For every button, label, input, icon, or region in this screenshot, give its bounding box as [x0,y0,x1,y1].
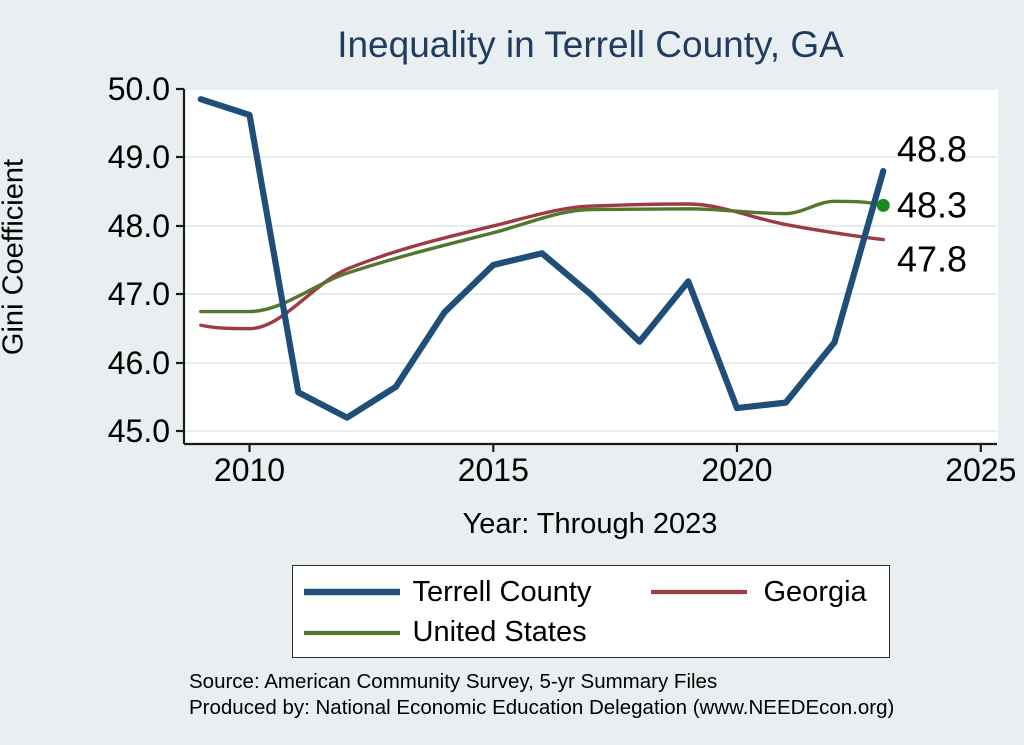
svg-text:2010: 2010 [214,452,285,488]
svg-text:48.0: 48.0 [108,208,170,244]
svg-text:49.0: 49.0 [108,139,170,175]
svg-text:48.8: 48.8 [897,129,967,170]
svg-text:2020: 2020 [701,452,772,488]
svg-text:Year: Through 2023: Year: Through 2023 [463,508,718,540]
svg-text:46.0: 46.0 [108,345,170,381]
svg-text:2015: 2015 [458,452,529,488]
svg-text:50.0: 50.0 [108,71,170,107]
svg-text:48.3: 48.3 [897,185,967,226]
svg-text:2025: 2025 [945,452,1016,488]
svg-text:47.0: 47.0 [108,276,170,312]
svg-text:47.8: 47.8 [897,239,967,280]
svg-text:45.0: 45.0 [108,413,170,449]
